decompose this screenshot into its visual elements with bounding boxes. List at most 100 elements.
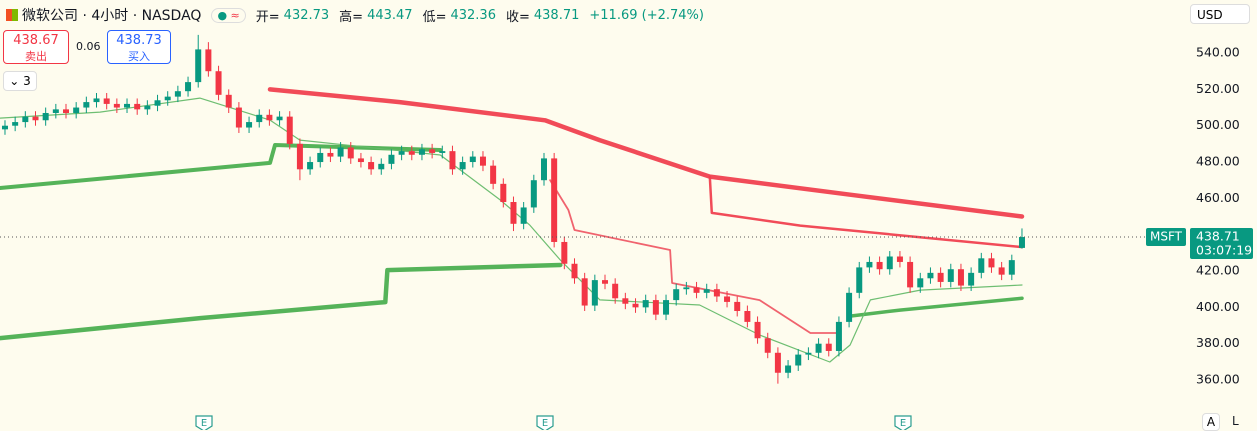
indicator-line: [708, 175, 1024, 249]
candle-body: [337, 147, 344, 157]
candle-body: [856, 267, 863, 293]
indicator-toggle[interactable]: ⌄ 3: [3, 71, 37, 91]
candle-body: [469, 156, 476, 163]
candle-body: [927, 272, 934, 279]
sell-price: 438.67: [13, 33, 59, 48]
low-label: 低=: [422, 9, 447, 25]
earnings-marker[interactable]: E: [894, 415, 912, 430]
open-label: 开=: [255, 9, 280, 25]
candle-body: [276, 116, 283, 121]
candle-body: [907, 261, 914, 288]
candle-body: [449, 151, 456, 170]
candle-body: [235, 107, 242, 128]
candle-body: [632, 303, 639, 308]
earnings-marker[interactable]: E: [195, 415, 213, 430]
candle-body: [561, 241, 568, 264]
candle-body: [612, 283, 619, 299]
low-value: 432.36: [450, 7, 496, 23]
candle-body: [835, 321, 842, 351]
candle-body: [185, 82, 192, 92]
candle-body: [83, 102, 90, 108]
candle-body: [520, 207, 527, 224]
candle-body: [683, 287, 690, 290]
candle-body: [307, 162, 314, 170]
candle-body: [347, 147, 354, 159]
candle-body: [103, 98, 110, 104]
candle-body: [703, 289, 710, 293]
countdown-label: 03:07:19: [1196, 243, 1252, 258]
y-tick-label: 520.00: [1196, 81, 1240, 96]
candle-body: [602, 280, 609, 284]
candle-body: [988, 258, 995, 268]
y-tick-label: 360.00: [1196, 372, 1240, 387]
candle-body: [32, 116, 39, 121]
y-tick-label: 540.00: [1196, 45, 1240, 60]
candle-body: [246, 122, 253, 128]
indicator-line: [848, 296, 1024, 318]
y-tick-label: 480.00: [1196, 154, 1240, 169]
candle-body: [124, 103, 131, 108]
candle-body: [917, 278, 924, 288]
candle-body: [459, 162, 466, 170]
candle-body: [439, 151, 446, 153]
status-pill[interactable]: ● ≈: [211, 7, 246, 23]
candle-body: [815, 343, 822, 353]
symbol-title: 微软公司 · 4小时 · NASDAQ: [22, 8, 202, 24]
candle-body: [215, 71, 222, 95]
candle-body: [225, 94, 232, 108]
candle-body: [490, 165, 497, 184]
candle-body: [825, 343, 832, 351]
sell-button[interactable]: 438.67 卖出: [3, 30, 69, 64]
indicator-line: [0, 262, 563, 341]
indicator-line: [549, 179, 841, 334]
candle-body: [510, 202, 517, 224]
earnings-label: E: [542, 418, 548, 429]
log-scale[interactable]: L: [1232, 414, 1239, 428]
candle-body: [286, 116, 293, 144]
high-label: 高=: [339, 9, 364, 25]
candle-body: [591, 280, 598, 306]
earnings-marker[interactable]: E: [536, 415, 554, 430]
candle-body: [673, 289, 680, 301]
candle-body: [429, 149, 436, 153]
candle-body: [22, 116, 29, 123]
y-tick-label: 400.00: [1196, 299, 1240, 314]
candle-body: [63, 109, 70, 113]
candle-body: [42, 112, 49, 121]
indicator-line: [267, 87, 1025, 219]
indicator-count: 3: [23, 74, 31, 88]
candle-body: [530, 180, 537, 208]
price-tag: [1190, 228, 1253, 260]
candle-body: [957, 269, 964, 286]
candle-body: [795, 354, 802, 366]
candle-body: [357, 158, 364, 163]
candle-body: [571, 263, 578, 279]
high-value: 443.47: [367, 7, 413, 23]
candle-body: [774, 352, 781, 373]
candle-body: [479, 156, 486, 166]
candle-body: [622, 298, 629, 304]
candle-body: [642, 300, 649, 308]
candle-body: [408, 151, 415, 155]
ticker-label: MSFT: [1150, 230, 1183, 244]
candle-body: [12, 122, 19, 126]
candle-body: [998, 267, 1005, 275]
indicator-line: [0, 97, 1023, 363]
change: +11.69 (+2.74%): [589, 7, 704, 23]
candle-body: [378, 163, 385, 170]
earnings-label: E: [201, 418, 207, 429]
y-tick-label: 500.00: [1196, 117, 1240, 132]
candle-body: [693, 287, 700, 293]
candle-body: [663, 300, 670, 315]
open-value: 432.73: [283, 7, 330, 23]
close-label: 收=: [505, 9, 530, 25]
currency-select[interactable]: USD: [1190, 4, 1250, 24]
candle-body: [388, 154, 395, 164]
candle-body: [866, 261, 873, 268]
buy-button[interactable]: 438.73 买入: [107, 30, 171, 64]
candle-body: [256, 114, 263, 123]
y-tick-label: 460.00: [1196, 190, 1240, 205]
candle-body: [500, 183, 507, 203]
auto-scale[interactable]: A: [1202, 413, 1220, 431]
